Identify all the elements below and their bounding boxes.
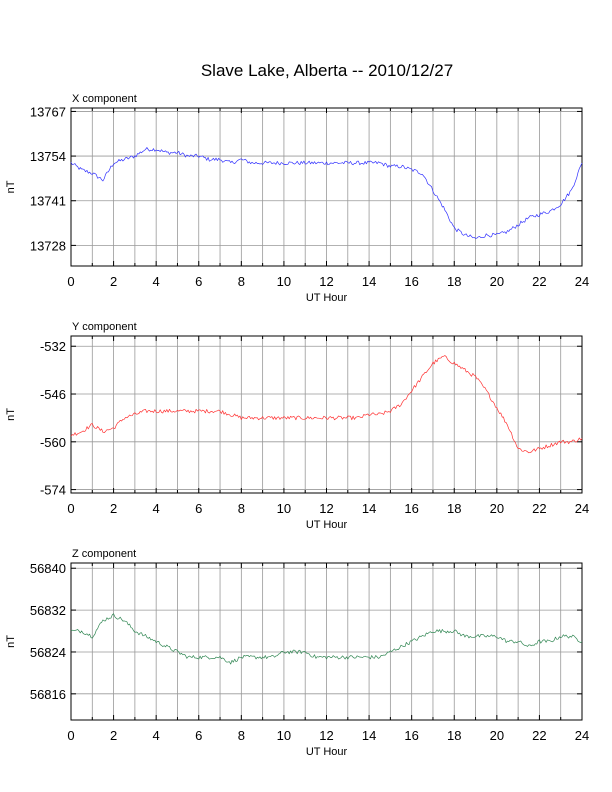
x-axis-label: UT Hour	[306, 292, 348, 304]
y-tick-label: 56824	[30, 645, 66, 660]
x-tick-label: 14	[362, 501, 376, 516]
y-tick-label: -546	[40, 387, 66, 402]
y-axis-label: nT	[5, 180, 17, 193]
x-tick-label: 18	[447, 274, 461, 289]
x-tick-label: 10	[277, 274, 291, 289]
x-tick-label: 0	[67, 274, 74, 289]
x-tick-label: 12	[319, 501, 333, 516]
x-tick-label: 0	[67, 728, 74, 743]
x-tick-label: 16	[404, 728, 418, 743]
x-tick-label: 24	[575, 274, 589, 289]
series-line	[70, 355, 583, 454]
y-tick-label: 13767	[30, 104, 66, 119]
x-tick-label: 12	[319, 728, 333, 743]
x-tick-label: 20	[490, 728, 504, 743]
x-tick-label: 18	[447, 728, 461, 743]
series-line	[70, 147, 583, 239]
x-tick-label: 18	[447, 501, 461, 516]
panel-label: X component	[72, 93, 137, 105]
panel-label: Z component	[72, 548, 136, 560]
x-tick-label: 24	[575, 728, 589, 743]
x-axis-label: UT Hour	[306, 746, 348, 758]
x-tick-label: 6	[195, 728, 202, 743]
series-line	[70, 613, 583, 665]
x-tick-label: 16	[404, 274, 418, 289]
x-tick-label: 2	[110, 501, 117, 516]
y-tick-label: -560	[40, 435, 66, 450]
x-axis-label: UT Hour	[306, 519, 348, 531]
x-tick-label: 12	[319, 274, 333, 289]
x-tick-label: 4	[153, 501, 160, 516]
y-axis-label: nT	[5, 635, 17, 648]
x-tick-label: 4	[153, 728, 160, 743]
x-tick-label: 22	[532, 501, 546, 516]
y-tick-label: 56832	[30, 603, 66, 618]
x-tick-label: 8	[238, 274, 245, 289]
x-tick-label: 10	[277, 728, 291, 743]
x-tick-label: 14	[362, 274, 376, 289]
x-tick-label: 8	[238, 728, 245, 743]
chart-title: Slave Lake, Alberta -- 2010/12/27	[201, 61, 453, 80]
x-tick-label: 2	[110, 274, 117, 289]
x-tick-label: 4	[153, 274, 160, 289]
y-tick-label: 13728	[30, 238, 66, 253]
x-tick-label: 10	[277, 501, 291, 516]
y-tick-label: 13741	[30, 194, 66, 209]
x-tick-label: 8	[238, 501, 245, 516]
y-tick-label: 13754	[30, 149, 66, 164]
x-tick-label: 22	[532, 728, 546, 743]
x-tick-label: 20	[490, 501, 504, 516]
y-tick-label: -574	[40, 483, 66, 498]
y-tick-label: -532	[40, 339, 66, 354]
y-axis-label: nT	[5, 408, 17, 421]
x-tick-label: 0	[67, 501, 74, 516]
x-tick-label: 2	[110, 728, 117, 743]
x-tick-label: 20	[490, 274, 504, 289]
x-tick-label: 22	[532, 274, 546, 289]
x-tick-label: 14	[362, 728, 376, 743]
x-tick-label: 16	[404, 501, 418, 516]
x-tick-label: 24	[575, 501, 589, 516]
panel-label: Y component	[72, 321, 137, 333]
x-tick-label: 6	[195, 274, 202, 289]
y-tick-label: 56840	[30, 561, 66, 576]
x-tick-label: 6	[195, 501, 202, 516]
y-tick-label: 56816	[30, 687, 66, 702]
